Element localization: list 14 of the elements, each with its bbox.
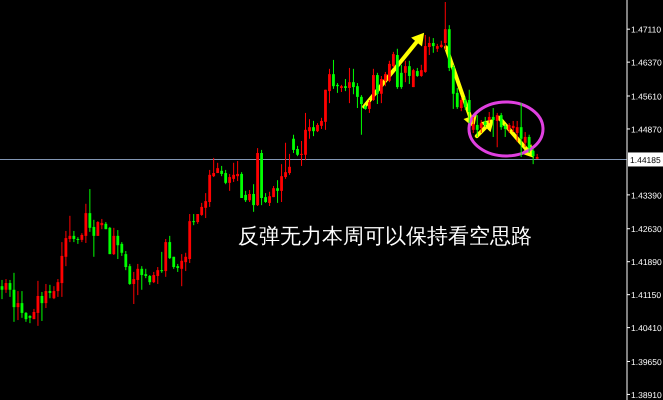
y-tick-label: 1.43390 [631, 190, 662, 200]
y-tick-label: 1.44870 [631, 124, 662, 134]
y-tick-label: 1.41150 [631, 290, 662, 300]
y-tick-label: 1.41890 [631, 257, 662, 268]
ref-line-label: 1.44185 [630, 154, 661, 165]
y-tick-label: 1.46370 [631, 58, 662, 68]
y-tick-label: 1.42630 [631, 224, 662, 234]
y-tick-label: 1.39650 [631, 356, 662, 367]
ref-label: 1.44185 [628, 152, 663, 166]
y-tick-label: 1.47110 [631, 24, 662, 35]
y-tick-label: 1.40410 [631, 323, 662, 334]
y-tick-label: 1.45610 [631, 91, 662, 102]
y-tick-label: 1.38910 [631, 390, 662, 400]
annotation: 反弹无力本周可以保持看空思路 [238, 224, 532, 248]
